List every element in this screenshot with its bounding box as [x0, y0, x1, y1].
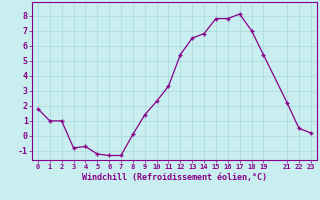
X-axis label: Windchill (Refroidissement éolien,°C): Windchill (Refroidissement éolien,°C) — [82, 173, 267, 182]
